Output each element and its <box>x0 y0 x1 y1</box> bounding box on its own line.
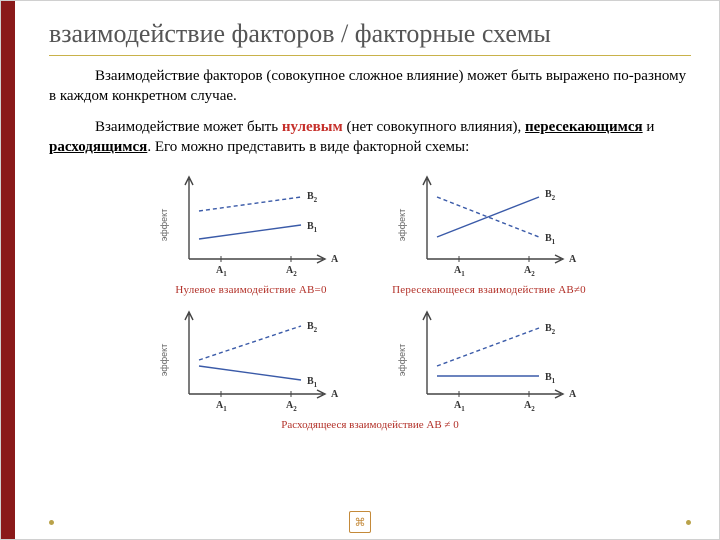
b2lbl: B2 <box>307 191 318 204</box>
page-title: взаимодействие факторов / факторные схем… <box>49 19 691 56</box>
p2-null: нулевым <box>282 119 343 135</box>
p2-post: . Его можно представить в виде факторной… <box>147 139 469 155</box>
line-b1 <box>199 225 301 239</box>
xlabel: A <box>569 254 577 265</box>
xlabel: A <box>331 254 339 265</box>
b1lbl: B1 <box>307 376 318 389</box>
b2lbl: B2 <box>307 321 318 334</box>
ylabel: эффект <box>159 344 169 377</box>
chart-div2-svg: эффект A A1 A2 B2 B1 <box>389 302 589 417</box>
p2-mid2: и <box>643 119 655 135</box>
p2-mid1: (нет совокупного влияния), <box>343 119 525 135</box>
xlabel: A <box>331 389 339 400</box>
ylabel: эффект <box>397 209 407 242</box>
decor-dot-left <box>49 520 54 525</box>
caption-null: Нулевое взаимодействие AB=0 <box>151 284 351 296</box>
a1: A1 <box>454 265 465 278</box>
a2: A2 <box>524 400 535 413</box>
chart-div2: эффект A A1 A2 B2 B1 <box>389 302 589 417</box>
chart-null-svg: эффект A A1 A2 B2 B1 <box>151 167 351 282</box>
paragraph-2: Взаимодействие может быть нулевым (нет с… <box>49 117 691 158</box>
a2: A2 <box>524 265 535 278</box>
line-b2 <box>199 326 301 360</box>
b1lbl: B1 <box>307 221 318 234</box>
caption-diverging: Расходящееся взаимодействие AB ≠ 0 <box>110 419 630 431</box>
charts-row-2: эффект A A1 A2 B2 B1 <box>110 302 630 417</box>
paragraph-1: Взаимодействие факторов (совокупное слож… <box>49 66 691 107</box>
chart-null: эффект A A1 A2 B2 B1 Нулевое взаимодейст… <box>151 167 351 296</box>
chart-cross-svg: эффект A A1 A2 B2 B1 <box>389 167 589 282</box>
b2lbl: B2 <box>545 189 556 202</box>
xlabel: A <box>569 389 577 400</box>
ylabel: эффект <box>159 209 169 242</box>
decor-dot-right <box>686 520 691 525</box>
a1: A1 <box>216 265 227 278</box>
axes <box>185 177 325 263</box>
a1: A1 <box>216 400 227 413</box>
chart-div1: эффект A A1 A2 B2 B1 <box>151 302 351 417</box>
chart-div1-svg: эффект A A1 A2 B2 B1 <box>151 302 351 417</box>
a2: A2 <box>286 400 297 413</box>
line-b1 <box>199 366 301 380</box>
b1lbl: B1 <box>545 372 556 385</box>
line-b2 <box>437 328 539 366</box>
slide-content: взаимодействие факторов / факторные схем… <box>31 1 719 431</box>
charts-row-1: эффект A A1 A2 B2 B1 Нулевое взаимодейст… <box>110 167 630 296</box>
chart-cross: эффект A A1 A2 B2 B1 Пересекающееся взаи… <box>389 167 589 296</box>
caption-cross: Пересекающееся взаимодействие AB≠0 <box>389 284 589 296</box>
p2-div: расходящимся <box>49 139 147 155</box>
accent-bar <box>1 1 15 539</box>
line-b2 <box>199 197 301 211</box>
ylabel: эффект <box>397 344 407 377</box>
charts-grid: эффект A A1 A2 B2 B1 Нулевое взаимодейст… <box>110 167 630 431</box>
a1: A1 <box>454 400 465 413</box>
b2lbl: B2 <box>545 323 556 336</box>
p2-pre: Взаимодействие может быть <box>95 119 282 135</box>
footer-logo-icon: ⌘ <box>349 511 371 533</box>
p2-cross: пересекающимся <box>525 119 643 135</box>
a2: A2 <box>286 265 297 278</box>
b1lbl: B1 <box>545 233 556 246</box>
